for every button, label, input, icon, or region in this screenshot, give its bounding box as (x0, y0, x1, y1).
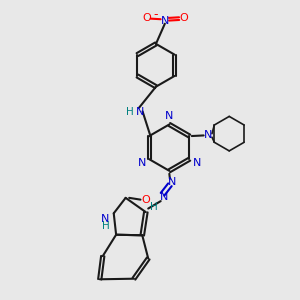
Text: H: H (101, 221, 109, 231)
Text: N: N (138, 158, 146, 168)
Text: N: N (135, 107, 144, 117)
Text: N: N (167, 177, 176, 187)
Text: N: N (165, 111, 173, 121)
Text: O: O (141, 195, 150, 205)
Text: O: O (179, 13, 188, 23)
Text: N: N (101, 214, 110, 224)
Text: -: - (153, 8, 158, 21)
Text: N: N (204, 130, 212, 140)
Text: N: N (160, 192, 169, 202)
Text: N: N (161, 16, 169, 26)
Text: H: H (126, 107, 134, 117)
Text: N: N (192, 158, 201, 168)
Text: O: O (142, 13, 151, 23)
Text: H: H (150, 202, 158, 212)
